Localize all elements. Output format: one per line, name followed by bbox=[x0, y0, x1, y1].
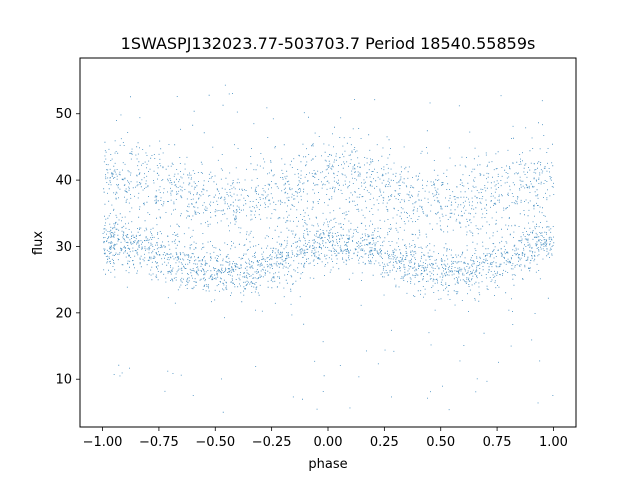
x-tick-label: 0.75 bbox=[483, 435, 512, 450]
x-tick-label: 1.00 bbox=[539, 435, 568, 450]
y-tick-label: 50 bbox=[55, 107, 72, 122]
x-tick-label: −0.75 bbox=[139, 435, 179, 450]
y-tick-label: 20 bbox=[55, 306, 72, 321]
x-tick-label: −0.25 bbox=[252, 435, 292, 450]
y-tick-label: 10 bbox=[55, 373, 72, 388]
x-axis-ticks: −1.00 −0.75 −0.50 −0.25 0.00 0.25 0.50 0.75 1.00 bbox=[83, 427, 568, 450]
y-axis-label: flux bbox=[31, 231, 46, 255]
y-tick-label: 30 bbox=[55, 240, 72, 255]
x-tick-label: 0.50 bbox=[426, 435, 455, 450]
x-tick-label: −0.50 bbox=[195, 435, 235, 450]
y-tick-label: 40 bbox=[55, 174, 72, 189]
y-axis-ticks: 10 20 30 40 50 bbox=[55, 107, 80, 388]
chart-title: 1SWASPJ132023.77-503703.7 Period 18540.5… bbox=[121, 34, 536, 53]
x-tick-label: −1.00 bbox=[83, 435, 123, 450]
x-axis-label: phase bbox=[308, 457, 347, 472]
x-tick-label: 0.25 bbox=[370, 435, 399, 450]
x-tick-label: 0.00 bbox=[314, 435, 343, 450]
